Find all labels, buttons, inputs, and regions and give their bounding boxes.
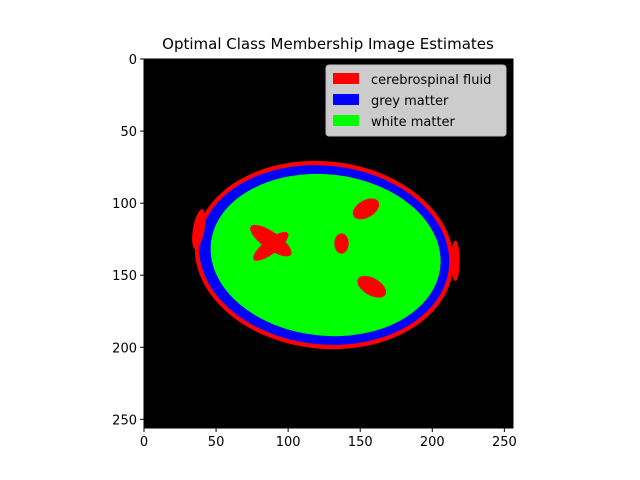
y-axis: 0 50 100 150 200 250 xyxy=(112,53,144,428)
legend-swatch-white-matter xyxy=(333,115,359,126)
legend-swatch-grey-matter xyxy=(333,94,359,105)
x-tick-label-0: 0 xyxy=(140,435,148,450)
x-axis: 0 50 100 150 200 250 xyxy=(140,428,517,450)
y-tick-label-50: 50 xyxy=(120,125,137,140)
plot-frame xyxy=(143,58,514,429)
x-tick-label-250: 250 xyxy=(492,435,517,450)
legend: cerebrospinal fluid grey matter white matt… xyxy=(325,64,507,137)
chart-title: Optimal Class Membership Image Estimates xyxy=(162,35,494,53)
region-cerebrospinal-fluid-4 xyxy=(253,231,289,261)
region-cerebrospinal-fluid-8 xyxy=(192,209,206,249)
y-tick-label-0: 0 xyxy=(129,53,137,68)
region-cerebrospinal-fluid-5 xyxy=(352,198,380,220)
x-tick-label-150: 150 xyxy=(348,435,373,450)
x-tick-label-100: 100 xyxy=(276,435,301,450)
y-tick-label-150: 150 xyxy=(112,269,137,284)
legend-label-cerebrospinal-fluid: cerebrospinal fluid xyxy=(371,73,491,88)
y-tick-label-200: 200 xyxy=(112,341,137,356)
region-cerebrospinal-fluid-7 xyxy=(334,233,349,254)
legend-label-white-matter: white matter xyxy=(371,115,456,130)
x-tick-label-50: 50 xyxy=(208,435,225,450)
y-tick-label-250: 250 xyxy=(112,413,137,428)
legend-frame xyxy=(325,64,507,137)
region-cerebrospinal-fluid-9 xyxy=(451,240,460,281)
x-tick-label-200: 200 xyxy=(420,435,445,450)
y-tick-label-100: 100 xyxy=(112,197,137,212)
region-cerebrospinal-fluid-6 xyxy=(357,275,387,298)
legend-label-grey-matter: grey matter xyxy=(371,94,449,109)
legend-swatch-cerebrospinal-fluid xyxy=(333,73,359,84)
